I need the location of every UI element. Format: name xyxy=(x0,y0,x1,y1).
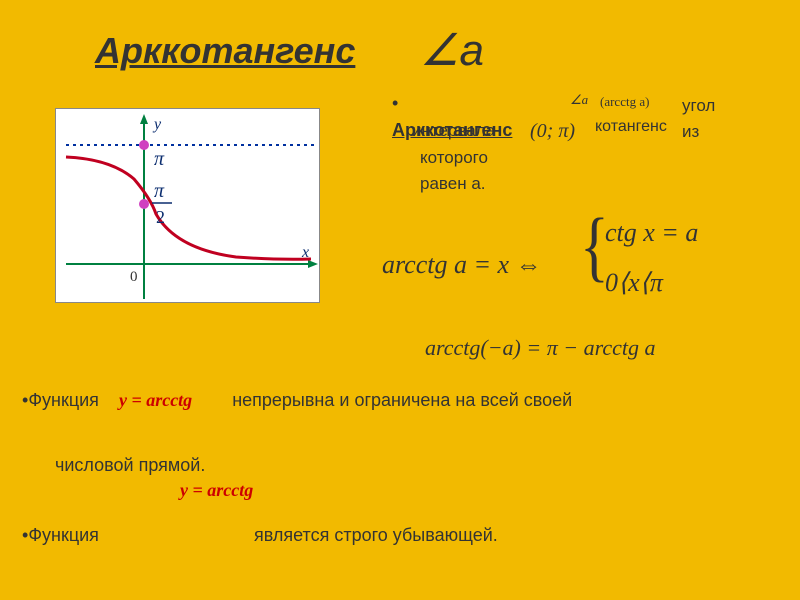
arcctg-paren: (arcctg a) xyxy=(600,94,649,110)
slide: Арккотангенс ∠a ∠a (arcctg a) • Арккотан… xyxy=(0,0,800,600)
x-arrow xyxy=(308,260,318,268)
b1-func: y = arcctg xyxy=(119,390,192,410)
b2-text: числовой прямой. xyxy=(55,455,205,475)
formula-main-left: arcctg a = x ⇔ xyxy=(382,250,542,280)
bullet-3: •Функция является строго убывающей. xyxy=(22,525,498,546)
interval-text: (0; π) xyxy=(530,120,575,143)
slide-title: Арккотангенс xyxy=(95,30,355,72)
def-tail: угол из xyxy=(682,93,715,144)
zero-label: 0 xyxy=(130,269,138,285)
b3-pre: Функция xyxy=(28,525,99,545)
bullet-1: •Функция y = arcctg непрерывна и огранич… xyxy=(22,390,572,411)
x-label: x xyxy=(301,244,309,261)
b3-post: является строго убывающей. xyxy=(254,525,498,545)
pi-label: π xyxy=(154,148,165,170)
angle-small: ∠a xyxy=(570,92,588,108)
angle-symbol: ∠a xyxy=(420,25,484,76)
b1-post: непрерывна и ограничена на всей своей xyxy=(232,390,572,410)
def-line3: которого равен a. xyxy=(420,145,488,196)
b2-func: y = arcctg xyxy=(180,480,253,500)
bullet-2-func: y = arcctg xyxy=(180,480,253,501)
y-label: y xyxy=(152,116,162,133)
def-line2: интервала xyxy=(412,118,495,144)
b1-pre: Функция xyxy=(28,390,99,410)
graph-svg: y x 0 π π 2 xyxy=(56,109,321,304)
bullet-2: числовой прямой. xyxy=(55,455,205,476)
point-pi xyxy=(139,140,149,150)
pi-half-bottom: 2 xyxy=(156,207,165,227)
graph: y x 0 π π 2 xyxy=(55,108,320,303)
point-pi-half xyxy=(139,199,149,209)
formula-ctg: ctg x = a xyxy=(605,218,698,248)
curve xyxy=(66,157,311,259)
y-arrow xyxy=(140,114,148,124)
pi-half-top: π xyxy=(154,180,165,202)
cotan-label: котангенс xyxy=(595,118,667,136)
formula-range: 0⟨x⟨π xyxy=(605,268,663,298)
formula-negative: arcctg(−a) = π − arcctg a xyxy=(425,335,655,361)
